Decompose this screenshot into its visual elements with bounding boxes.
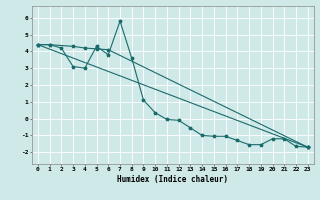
X-axis label: Humidex (Indice chaleur): Humidex (Indice chaleur)	[117, 175, 228, 184]
